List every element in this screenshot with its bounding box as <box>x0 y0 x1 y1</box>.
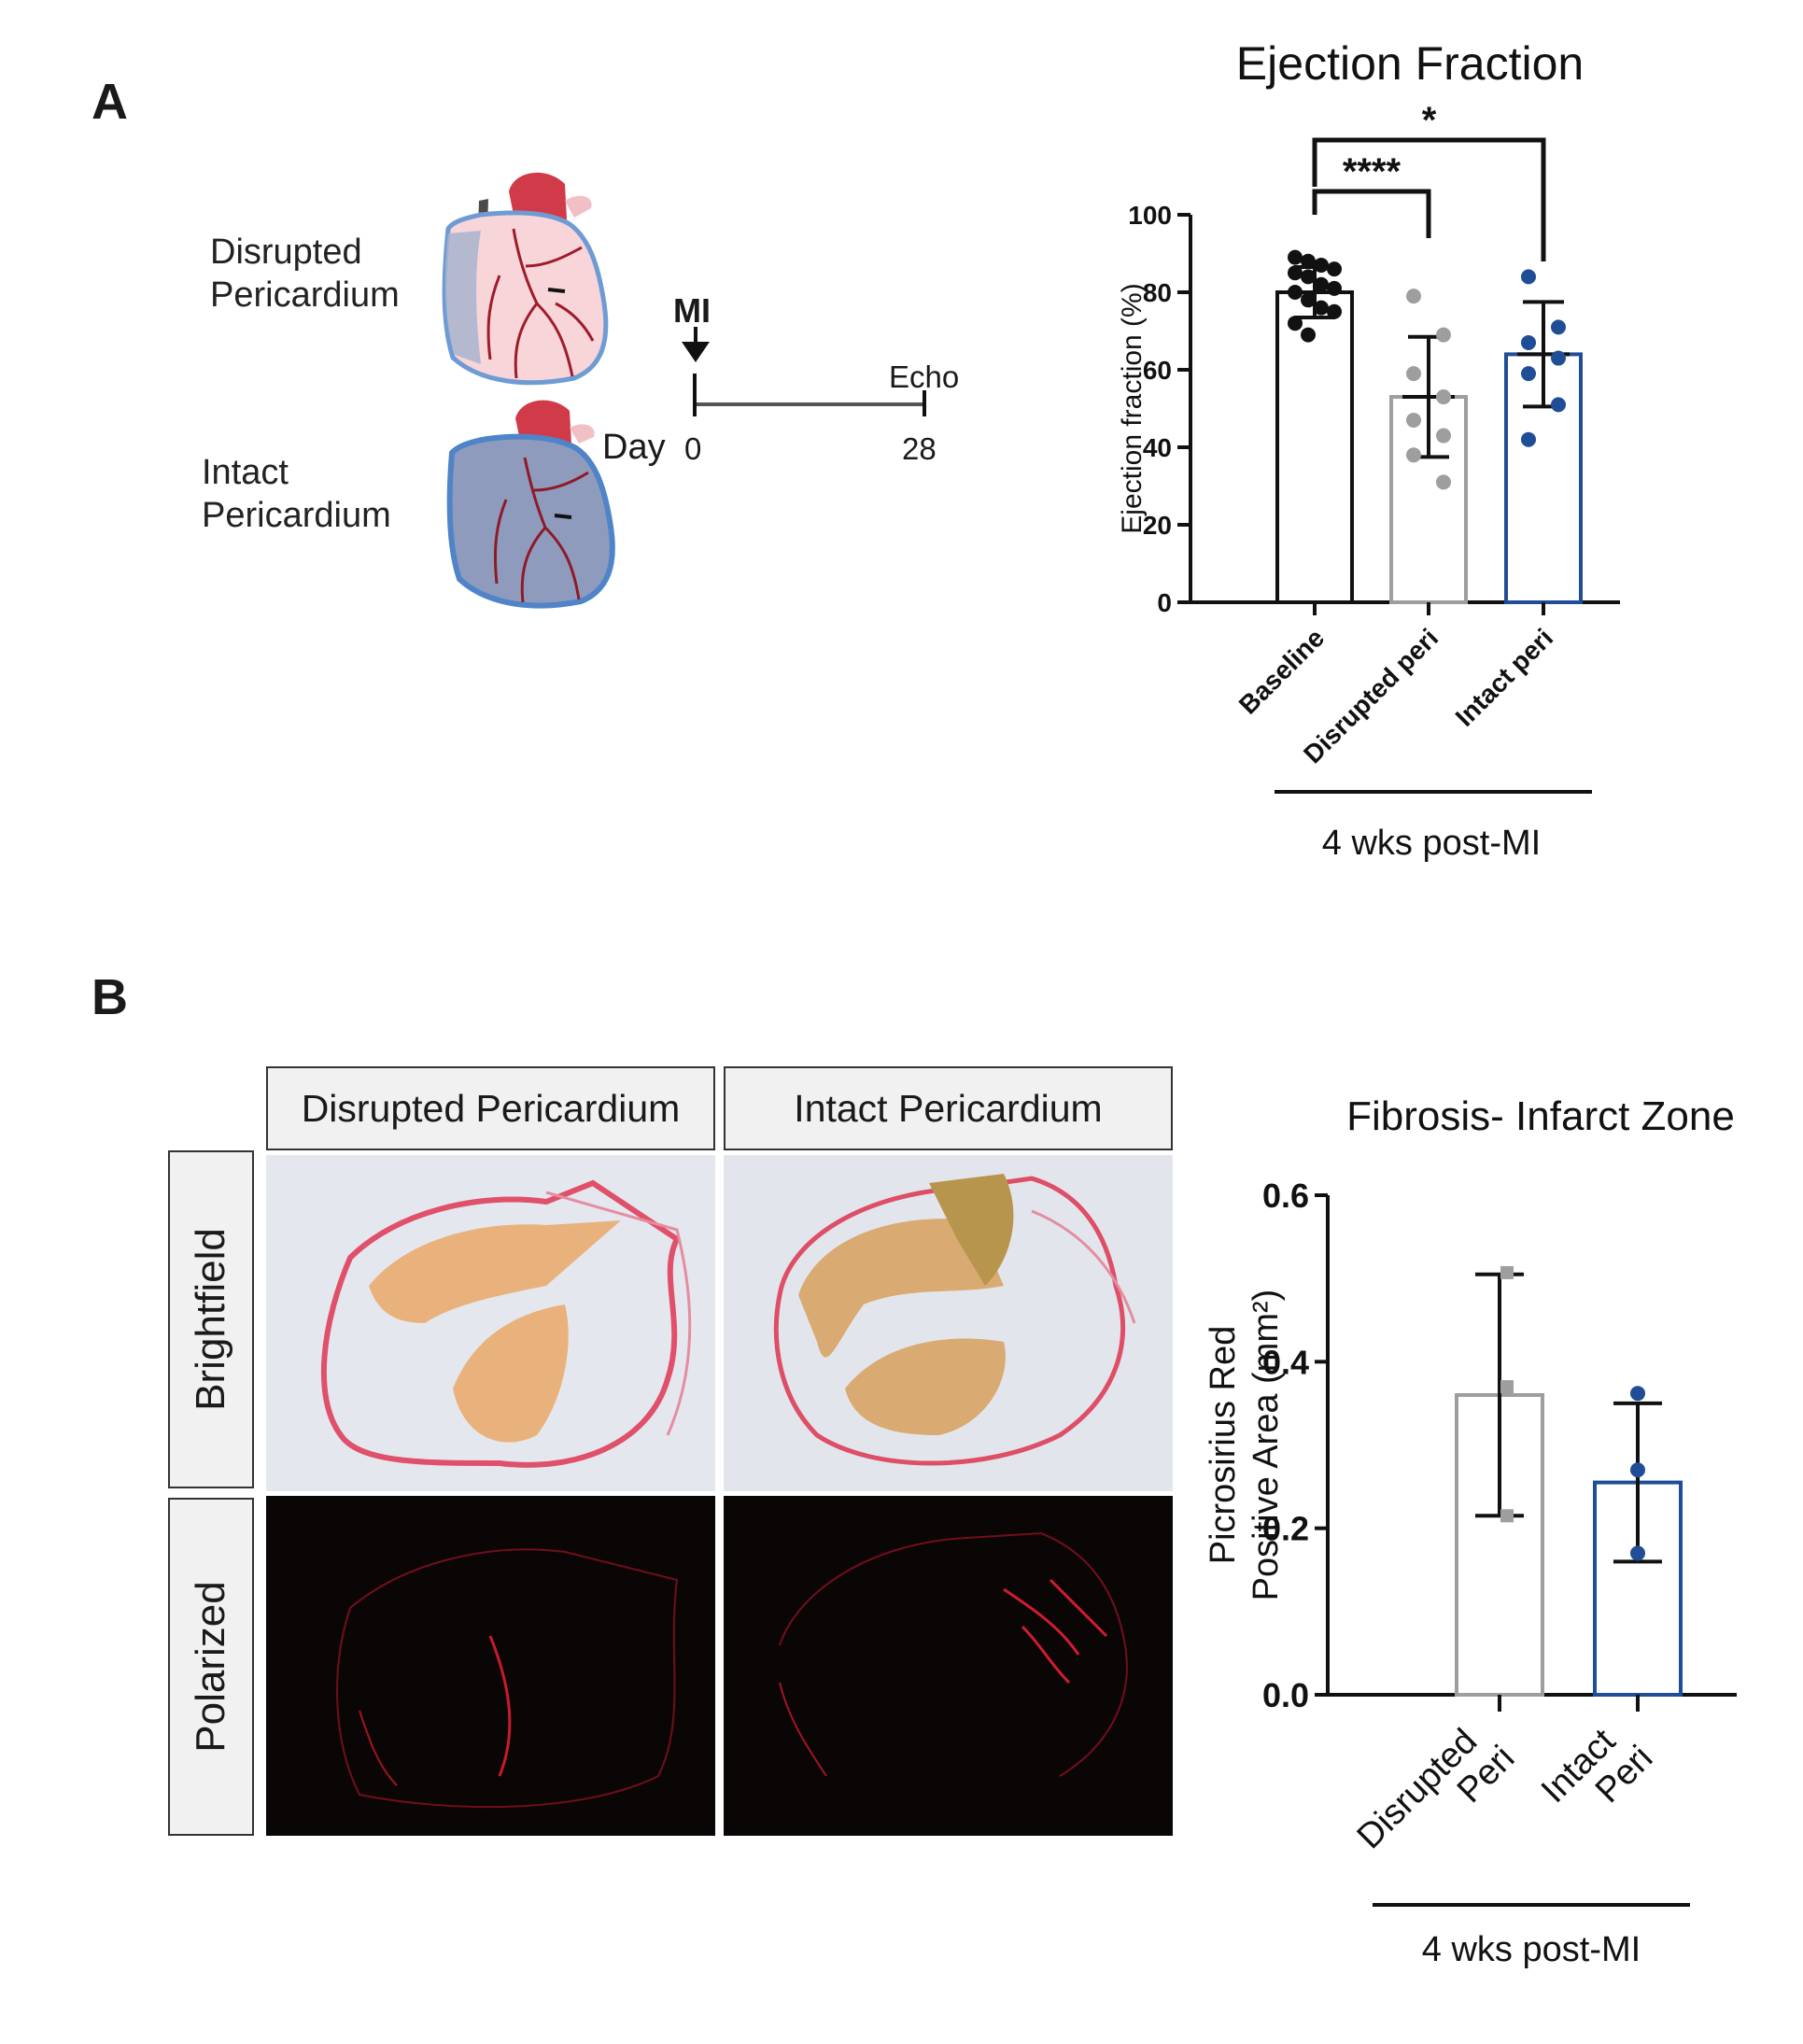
column-header-intact: Intact Pericardium <box>724 1066 1173 1150</box>
data-point <box>1301 269 1316 285</box>
y-axis-label-line2: Positive Area (mm²) <box>1247 1290 1286 1601</box>
row-header-polarized-text: Polarized <box>188 1581 233 1753</box>
data-point <box>1521 366 1536 382</box>
x-tick-label: Baseline <box>1233 623 1330 719</box>
heart-intact-illustration <box>446 400 615 609</box>
data-point <box>1301 292 1316 308</box>
y-tick-label: 0.2 <box>1262 1510 1309 1548</box>
data-point <box>1327 261 1342 277</box>
panel-a-letter: A <box>92 74 128 130</box>
mi-label: MI <box>673 291 711 330</box>
data-point <box>1551 319 1566 335</box>
data-point <box>1327 280 1342 296</box>
data-point <box>1521 431 1536 447</box>
data-point <box>1436 327 1451 343</box>
disrupted-label-line1: Disrupted <box>210 233 362 272</box>
x-tick-label: Intact peri <box>1450 623 1559 732</box>
data-point <box>1314 257 1329 273</box>
fibrosis-chart: Fibrosis- Infarct Zone 0.0 0.2 0.4 0.6 Picros… <box>1204 1093 1737 1969</box>
data-point <box>1301 327 1316 343</box>
ejection-fraction-chart: Ejection Fraction 0 20 40 60 80 100 Ejection fr… <box>1117 37 1620 863</box>
row-header-brightfield-text: Brightfield <box>188 1228 233 1411</box>
bar <box>1275 290 1354 604</box>
data-point <box>1500 1380 1514 1394</box>
data-point <box>1551 397 1566 413</box>
data-point <box>1436 428 1451 444</box>
data-point <box>1521 334 1536 350</box>
data-point <box>1288 316 1303 331</box>
chart-title: Ejection Fraction <box>1236 37 1584 90</box>
y-tick-label: 20 <box>1143 511 1172 540</box>
row-header-brightfield: Brightfield <box>168 1150 254 1488</box>
timeline-axis <box>693 374 926 416</box>
chart-subtitle: 4 wks post-MI <box>1422 1930 1641 1969</box>
echo-label: Echo <box>889 359 960 394</box>
data-point <box>1500 1509 1514 1523</box>
data-point <box>1327 303 1342 319</box>
data-point <box>1630 1386 1645 1402</box>
data-point <box>1288 285 1303 300</box>
brightfield-intact-image <box>724 1155 1173 1491</box>
data-point <box>1301 253 1316 269</box>
row-header-polarized: Polarized <box>168 1498 254 1836</box>
significance-bracket <box>1312 189 1431 238</box>
polarized-intact-image <box>724 1496 1173 1836</box>
chart-title: Fibrosis- Infarct Zone <box>1346 1093 1735 1139</box>
intact-label-line1: Intact <box>202 453 289 492</box>
y-axis-label: Ejection fraction (%) <box>1117 283 1148 533</box>
y-axis-label-line1: Picrosirius Red <box>1204 1326 1243 1565</box>
significance-bracket <box>1312 137 1546 261</box>
y-tick-label: 40 <box>1143 433 1172 462</box>
data-point <box>1500 1265 1514 1279</box>
y-tick-label: 0 <box>1157 588 1172 617</box>
y-tick-label: 80 <box>1143 278 1172 307</box>
y-tick-label: 0.0 <box>1262 1676 1309 1714</box>
brightfield-disrupted-image <box>266 1155 715 1491</box>
significance-label: **** <box>1343 151 1402 192</box>
intact-label-line2: Pericardium <box>202 496 391 535</box>
intact-pericardium-label: Intact Pericardium <box>202 451 391 537</box>
panel-b-letter: B <box>92 969 128 1025</box>
data-point <box>1406 289 1421 304</box>
data-point <box>1406 447 1421 463</box>
mi-arrow-icon <box>682 327 710 362</box>
data-point <box>1630 1462 1645 1478</box>
y-tick-label: 100 <box>1128 201 1172 230</box>
data-point <box>1406 366 1421 382</box>
polarized-disrupted-image <box>266 1496 715 1836</box>
data-point <box>1288 249 1303 265</box>
y-tick-label: 0.6 <box>1262 1177 1309 1215</box>
day-start: 0 <box>684 431 702 466</box>
day-end: 28 <box>902 431 937 466</box>
disrupted-label-line2: Pericardium <box>210 275 400 315</box>
y-tick-label: 0.4 <box>1262 1343 1309 1381</box>
disrupted-pericardium-label: Disrupted Pericardium <box>210 231 400 317</box>
y-tick-label: 60 <box>1143 356 1172 385</box>
day-label: Day <box>602 428 666 467</box>
data-point <box>1288 265 1303 281</box>
chart-subtitle: 4 wks post-MI <box>1322 824 1541 863</box>
data-point <box>1521 269 1536 285</box>
column-header-disrupted: Disrupted Pericardium <box>266 1066 715 1150</box>
data-point <box>1436 474 1451 490</box>
data-point <box>1551 350 1566 366</box>
data-point <box>1630 1545 1645 1561</box>
data-point <box>1314 276 1329 292</box>
data-point <box>1314 300 1329 316</box>
heart-disrupted-illustration <box>442 172 609 386</box>
data-point <box>1406 412 1421 428</box>
significance-label: * <box>1422 100 1437 141</box>
data-point <box>1436 389 1451 405</box>
